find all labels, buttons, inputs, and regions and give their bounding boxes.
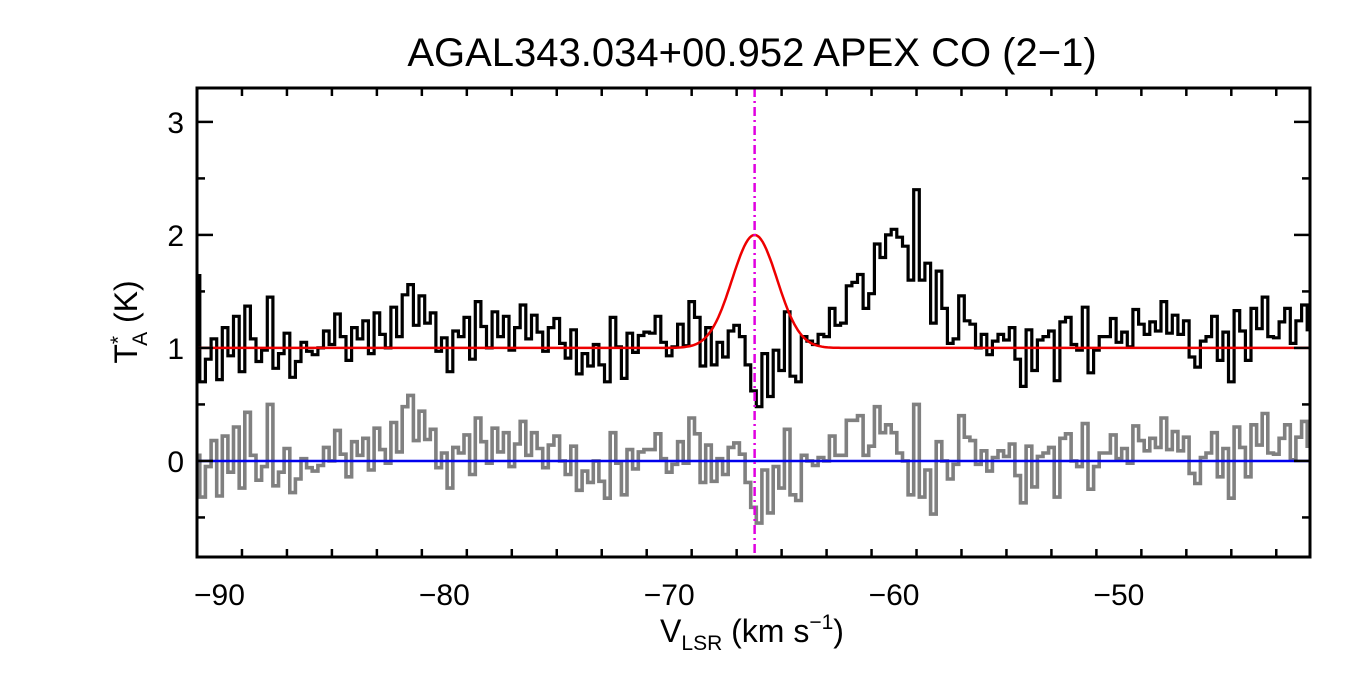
x-label-sub: LSR <box>681 632 722 655</box>
y-tick-label: 2 <box>167 220 184 253</box>
x-tick-label: −70 <box>644 579 695 612</box>
y-tick-label: 0 <box>167 446 184 479</box>
x-tick-label: −60 <box>869 579 920 612</box>
chart-title: AGAL343.034+00.952 APEX CO (2−1) <box>407 31 1096 75</box>
x-tick-labels: −90 −80 −70 −60 −50 <box>194 579 1144 612</box>
x-label-unit-close: ) <box>833 613 844 649</box>
x-label-sup: −1 <box>809 611 833 634</box>
y-label-main: T <box>108 344 144 364</box>
series-spectrum-line <box>197 188 1310 409</box>
plot-frame <box>195 86 1312 559</box>
series-residual-line <box>197 393 1310 525</box>
y-tick-label: 3 <box>167 107 184 140</box>
x-label-unit-open: (km s <box>722 613 809 649</box>
x-tick-label: −90 <box>194 579 245 612</box>
x-tick-label: −80 <box>419 579 470 612</box>
x-axis-label: VLSR (km s−1) <box>660 611 844 655</box>
y-tick-labels: 0 1 2 3 <box>167 107 184 479</box>
y-label-sub: A <box>129 332 152 346</box>
x-tick-label: −50 <box>1093 579 1144 612</box>
plot-area <box>197 88 1310 557</box>
axis-ticks <box>195 88 1310 557</box>
y-axis-label: T*A (K) <box>107 280 152 363</box>
y-label-unit: (K) <box>108 280 144 332</box>
y-label-sup: * <box>107 336 130 344</box>
x-label-main: V <box>660 613 682 649</box>
y-tick-label: 1 <box>167 333 184 366</box>
